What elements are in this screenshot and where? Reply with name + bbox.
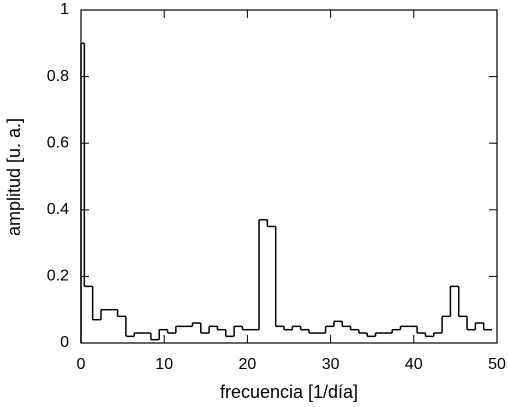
- y-tick-label: 1: [60, 1, 69, 18]
- y-tick-label: 0.8: [47, 68, 69, 85]
- y-tick-label: 0.2: [47, 268, 69, 285]
- x-axis-label: frecuencia [1/día]: [220, 382, 358, 402]
- x-tick-label: 40: [405, 356, 423, 373]
- y-tick-label: 0.4: [47, 201, 69, 218]
- x-tick-label: 0: [77, 356, 86, 373]
- y-axis-label: amplitud [u. a.]: [4, 118, 24, 236]
- y-tick-label: 0: [60, 334, 69, 351]
- x-tick-label: 50: [488, 356, 506, 373]
- x-tick-label: 30: [322, 356, 340, 373]
- y-tick-label: 0.6: [47, 134, 69, 151]
- plot-frame: [80, 9, 498, 344]
- x-tick-label: 20: [239, 356, 257, 373]
- x-tick-label: 10: [155, 356, 173, 373]
